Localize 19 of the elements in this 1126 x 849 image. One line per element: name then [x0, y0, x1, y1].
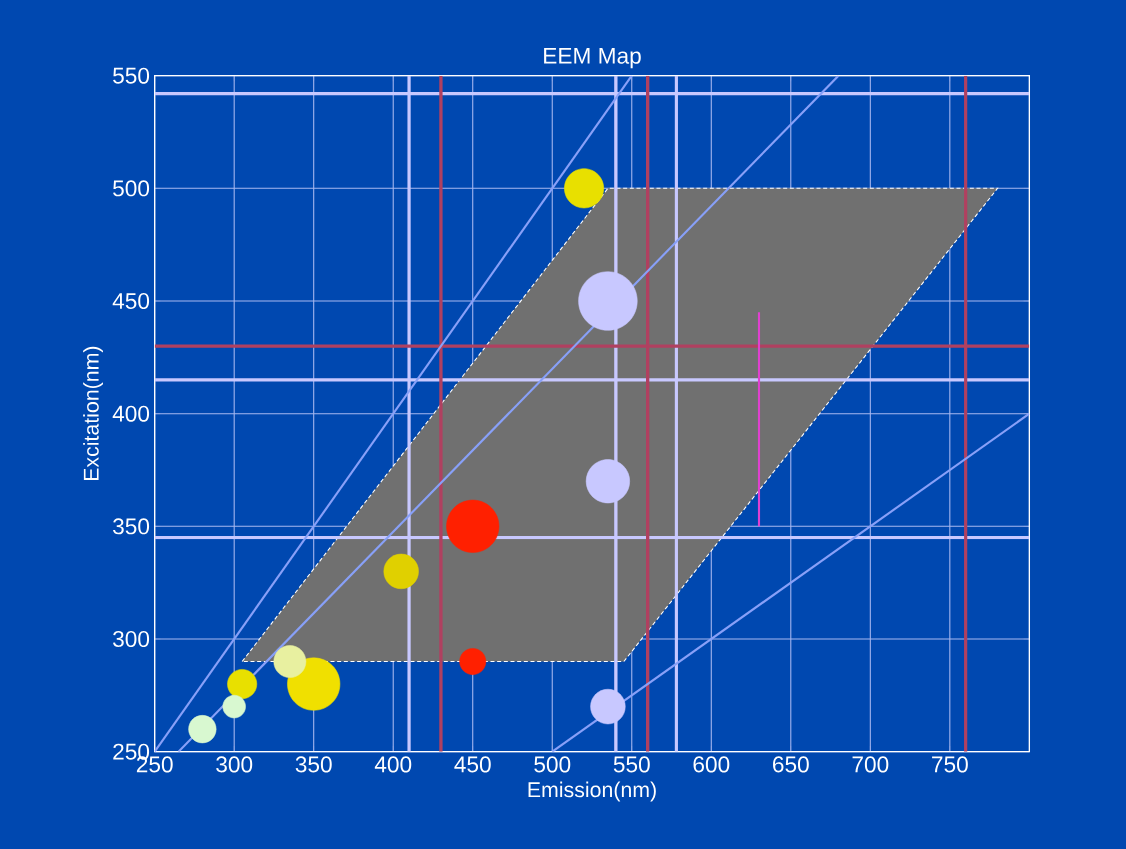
- x-tick-label: 700: [852, 756, 889, 773]
- x-tick-label: 300: [216, 756, 253, 773]
- x-axis-title: Emission(nm): [528, 781, 656, 802]
- x-tick-label: 550: [613, 756, 650, 773]
- y-tick-label: 450: [112, 292, 150, 310]
- y-axis-title: Excitation(nm): [83, 346, 103, 481]
- x-tick-label: 400: [374, 756, 412, 773]
- y-tick-label: 550: [113, 67, 150, 84]
- y-tick-label: 400: [112, 405, 150, 422]
- x-tick-label: 450: [454, 756, 491, 773]
- y-tick-label: 300: [113, 630, 150, 648]
- chart-title: EEM Map: [544, 47, 641, 69]
- y-tick-label: 350: [113, 518, 150, 535]
- y-tick-label: 500: [113, 180, 150, 197]
- x-tick-label: 600: [693, 756, 730, 773]
- x-tick-label: 500: [534, 756, 571, 773]
- x-tick-label: 650: [773, 756, 809, 773]
- x-tick-label: 750: [932, 756, 968, 773]
- x-tick-label: 350: [295, 756, 332, 773]
